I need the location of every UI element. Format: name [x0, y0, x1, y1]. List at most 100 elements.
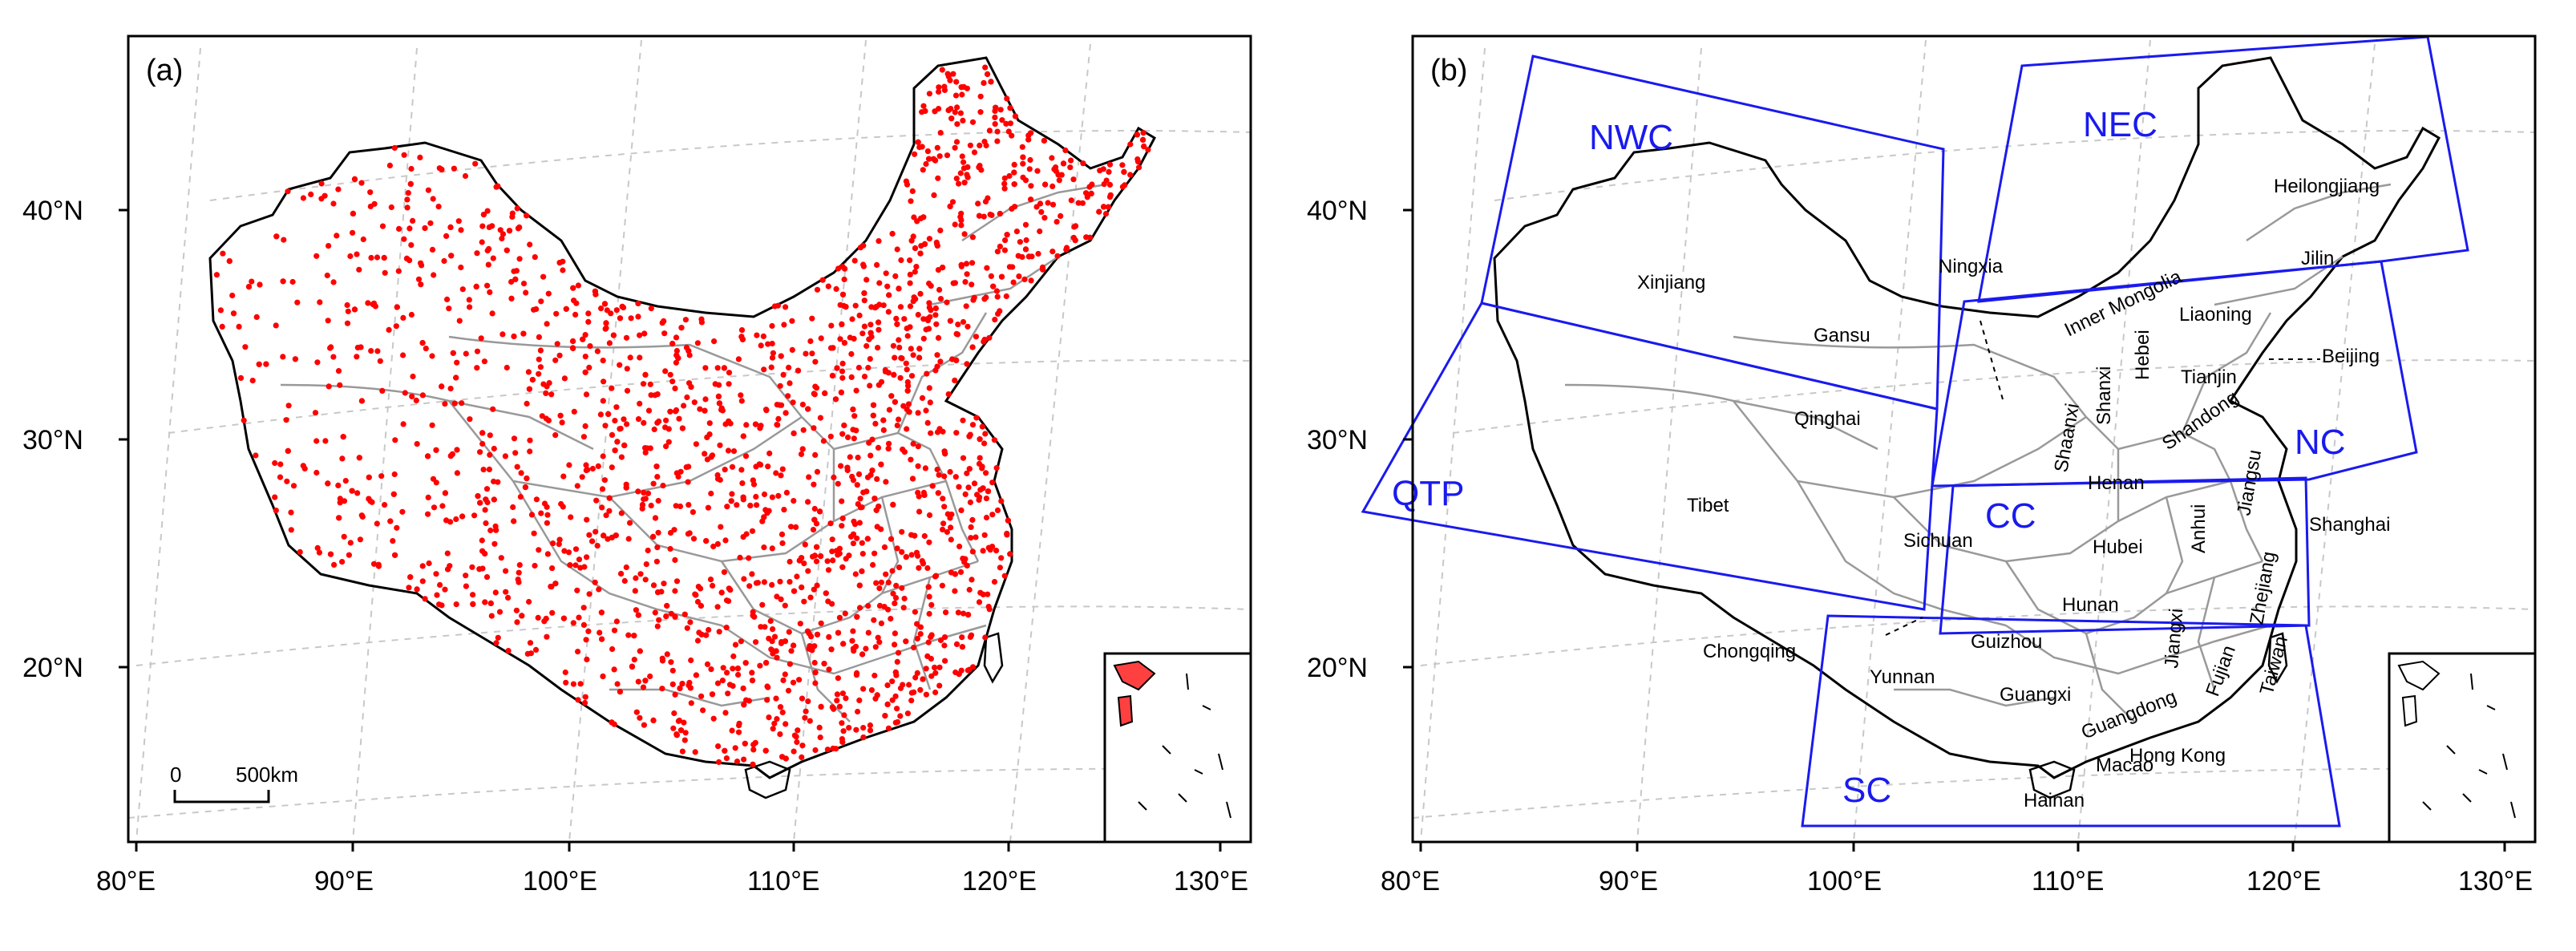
station-dot	[1017, 239, 1023, 245]
station-dot	[654, 474, 661, 480]
station-dot	[828, 322, 835, 329]
station-dot	[774, 422, 781, 428]
station-dot	[992, 317, 998, 323]
station-dot	[908, 346, 914, 352]
region-label-nwc: NWC	[1589, 118, 1673, 157]
station-dot	[742, 740, 748, 747]
province-label: Qinghai	[1794, 408, 1861, 430]
station-dot	[735, 356, 742, 362]
station-dot	[526, 598, 532, 605]
station-dot	[558, 500, 564, 508]
station-dot	[694, 637, 702, 644]
scs-inset	[2388, 652, 2537, 844]
station-dot	[980, 548, 986, 554]
station-dot	[854, 670, 860, 677]
station-dot	[359, 513, 366, 520]
station-dot	[743, 422, 750, 428]
station-dot	[599, 486, 606, 492]
station-dot	[988, 273, 994, 279]
station-dot	[330, 200, 337, 207]
station-dot	[1053, 164, 1059, 171]
station-dot	[963, 261, 970, 267]
station-dot	[729, 463, 736, 470]
station-dot	[825, 598, 831, 605]
station-dot	[953, 430, 960, 436]
station-dot	[429, 246, 436, 253]
station-dot	[451, 165, 458, 172]
station-dot	[829, 548, 835, 555]
station-dot	[313, 438, 320, 444]
station-dot	[955, 609, 961, 616]
station-dot	[499, 331, 506, 338]
station-dot	[750, 613, 756, 619]
station-dot	[386, 326, 392, 333]
station-dot	[956, 484, 962, 490]
station-dot	[451, 400, 458, 407]
station-dot	[769, 494, 776, 500]
station-dot	[868, 687, 875, 694]
station-dot	[368, 254, 374, 261]
station-dot	[928, 430, 934, 436]
station-dot	[878, 526, 884, 532]
station-dot	[1070, 176, 1077, 183]
station-dot	[897, 304, 904, 310]
station-dot	[497, 227, 503, 233]
station-dot	[688, 384, 694, 391]
station-dot	[799, 555, 805, 561]
station-dot	[419, 340, 426, 346]
station-dot	[983, 142, 989, 149]
station-dot	[660, 483, 666, 489]
station-dot	[880, 427, 887, 434]
station-dot	[285, 188, 291, 195]
station-dot	[785, 687, 792, 694]
station-dot	[538, 298, 544, 305]
station-dot	[1028, 183, 1034, 189]
station-dot	[336, 515, 342, 521]
station-dot	[493, 527, 499, 533]
station-dot	[366, 496, 372, 502]
station-dot	[414, 441, 420, 447]
station-dot	[572, 546, 580, 552]
station-dot	[839, 720, 845, 726]
station-dot	[1049, 249, 1056, 255]
station-dot	[910, 298, 916, 305]
station-dot	[443, 233, 450, 239]
station-dot	[335, 186, 342, 192]
station-dot	[1019, 144, 1025, 150]
station-dot	[284, 478, 290, 484]
station-dot	[655, 497, 661, 504]
province-label: Henan	[2088, 472, 2145, 494]
station-dot	[532, 562, 538, 569]
station-dot	[374, 520, 380, 527]
station-dot	[256, 361, 262, 367]
station-dot	[796, 677, 803, 683]
station-dot	[635, 678, 641, 685]
station-dot	[1021, 276, 1028, 282]
station-dot	[280, 278, 286, 285]
station-dot	[575, 697, 581, 703]
station-dot	[482, 507, 488, 513]
station-dot	[516, 256, 523, 262]
station-dot	[915, 139, 921, 145]
station-dot	[600, 673, 606, 680]
station-dot	[454, 359, 460, 366]
station-dot	[969, 344, 976, 350]
station-dot	[725, 690, 731, 697]
station-dot	[525, 369, 532, 375]
station-dot	[841, 276, 847, 283]
station-dot	[760, 333, 767, 339]
station-dot	[812, 670, 819, 676]
region-box-nec	[1977, 35, 2469, 303]
station-dot	[479, 440, 486, 447]
station-dot	[550, 540, 556, 547]
station-dot	[734, 759, 741, 765]
station-dot	[798, 451, 805, 458]
station-dot	[641, 722, 648, 728]
station-dot	[580, 605, 587, 611]
station-dot	[985, 488, 992, 495]
station-dot	[903, 554, 909, 560]
station-dot	[910, 352, 916, 358]
station-dot	[505, 648, 512, 654]
station-dot	[570, 681, 577, 687]
station-dot	[642, 371, 649, 378]
